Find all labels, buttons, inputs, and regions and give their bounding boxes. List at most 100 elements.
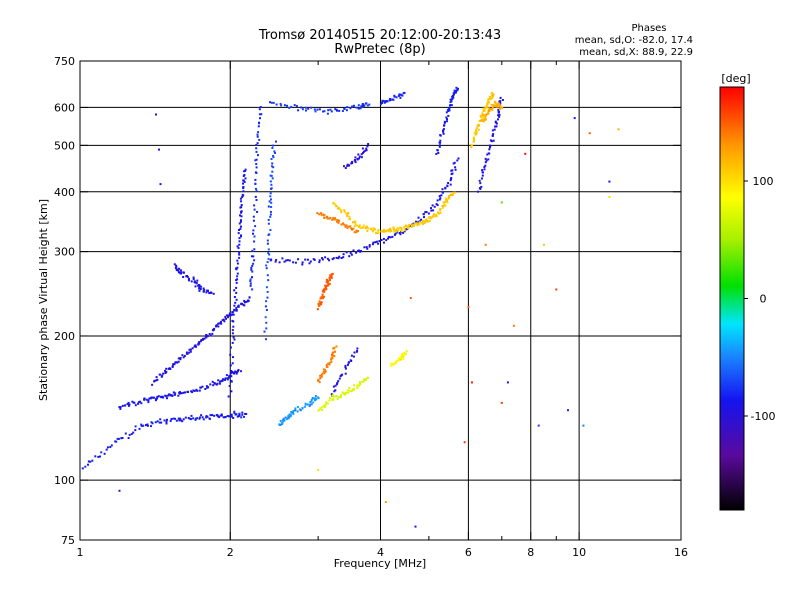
echo-point (473, 131, 476, 134)
echo-point (265, 267, 268, 270)
echo-point (196, 417, 198, 420)
echo-point (325, 403, 328, 406)
echo-point (321, 293, 324, 296)
echo-point (275, 103, 278, 106)
echo-point (224, 378, 226, 381)
echo-point (404, 352, 407, 355)
echo-point (198, 389, 201, 392)
echo-point (308, 262, 311, 265)
echo-point (233, 289, 236, 292)
echo-point (286, 104, 288, 107)
echo-point (495, 122, 498, 125)
echo-point (222, 318, 225, 321)
echo-point (110, 444, 113, 447)
echo-point (318, 261, 321, 264)
echo-point (342, 253, 345, 256)
echo-point (236, 371, 239, 374)
echo-point (182, 356, 185, 359)
echo-point (296, 406, 299, 408)
echo-point (353, 221, 356, 224)
phases-heading: Phases (631, 23, 666, 34)
echo-point (226, 378, 229, 381)
echo-point (274, 152, 276, 154)
echo-point (175, 265, 178, 268)
echo-point (177, 269, 180, 272)
echo-point (119, 407, 122, 410)
echo-point (219, 320, 222, 323)
echo-point (379, 103, 382, 106)
echo-point (292, 413, 295, 416)
echo-point (240, 215, 243, 218)
echo-point (437, 211, 439, 214)
echo-point (273, 150, 276, 153)
echo-point (438, 195, 441, 198)
echo-point (268, 200, 271, 203)
echo-point (191, 347, 194, 350)
echo-point (487, 98, 490, 101)
echo-point (221, 319, 224, 322)
echo-point (294, 261, 297, 264)
echo-point (203, 337, 206, 340)
echo-point (321, 372, 324, 375)
echo-point (323, 110, 326, 113)
echo-point (239, 214, 241, 217)
echo-point (482, 110, 485, 113)
echo-point (172, 391, 175, 394)
echo-point (233, 296, 236, 298)
echo-point (156, 395, 159, 398)
echo-point (365, 378, 367, 381)
echo-point (230, 413, 233, 416)
echo-point (332, 257, 335, 260)
echo-point (321, 406, 324, 409)
echo-point (236, 259, 239, 262)
echo-point (116, 437, 119, 440)
echo-point (356, 384, 359, 387)
echo-point (249, 280, 252, 283)
echo-point (456, 88, 459, 91)
echo-point (154, 421, 157, 424)
echo-point (202, 418, 205, 421)
echo-point (289, 413, 292, 416)
echo-point (451, 194, 454, 196)
echo-point (290, 414, 292, 417)
echo-point (400, 230, 403, 232)
echo-point (405, 350, 408, 353)
echo-point (480, 118, 483, 121)
echo-point (494, 101, 497, 104)
echo-point (121, 404, 124, 407)
echo-point (299, 409, 302, 412)
echo-point (497, 114, 500, 117)
echo-point (196, 279, 199, 282)
echo-point (325, 281, 328, 284)
echo-point (244, 169, 247, 172)
echo-point (494, 120, 497, 123)
echo-point (238, 253, 241, 256)
echo-point (573, 117, 576, 120)
echo-point (484, 116, 487, 119)
echo-point (232, 417, 235, 419)
echo-point (282, 420, 285, 423)
echo-point (491, 107, 494, 110)
echo-point (360, 250, 362, 252)
echo-point (330, 358, 333, 361)
echo-point (212, 292, 215, 295)
echo-point (497, 118, 499, 121)
echo-point (155, 398, 157, 401)
echo-point (240, 204, 243, 206)
echo-point (258, 113, 261, 116)
echo-point (238, 256, 241, 259)
echo-point (146, 424, 149, 427)
echo-point (295, 105, 298, 107)
echo-point (169, 419, 172, 422)
echo-point (481, 174, 484, 177)
echo-point (316, 108, 319, 111)
echo-point (254, 225, 257, 228)
echo-point (123, 404, 126, 407)
echo-point (326, 257, 329, 260)
echo-point (389, 227, 392, 230)
echo-point (392, 228, 395, 230)
echo-point (238, 229, 240, 231)
colorbar-scale (719, 86, 745, 511)
echo-point (430, 207, 432, 210)
